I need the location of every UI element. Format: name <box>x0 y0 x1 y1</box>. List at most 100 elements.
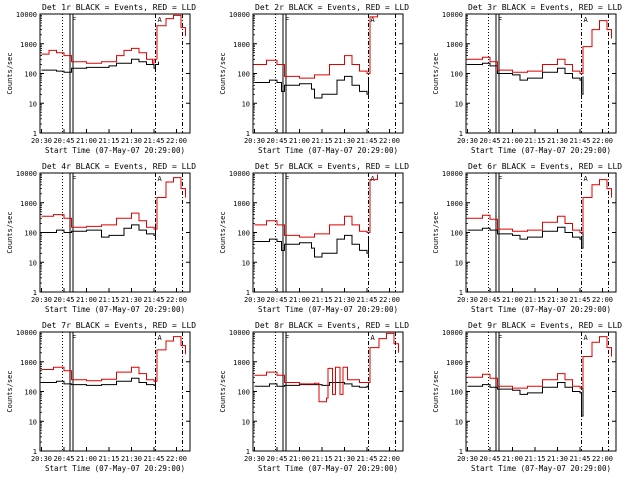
panel-title: Det 2r BLACK = Events, RED = LLD <box>255 3 409 12</box>
x-tick-label: 21:15 <box>311 137 332 145</box>
events-series-line <box>467 62 584 95</box>
x-tick-label: 20:45 <box>53 137 74 145</box>
x-tick-label: 22:00 <box>592 296 613 304</box>
x-tick-label: 20:30 <box>244 137 265 145</box>
y-tick-label: 1000 <box>446 359 463 367</box>
x-tick-label: 20:30 <box>457 137 478 145</box>
plot-frame <box>252 172 404 293</box>
y-tick-label: 100 <box>237 71 250 79</box>
panel-title: Det 7r BLACK = Events, RED = LLD <box>42 321 196 330</box>
events-series-line <box>467 223 584 249</box>
y-tick-label: 10 <box>455 418 463 426</box>
x-tick-label: 21:30 <box>334 296 355 304</box>
x-tick-label: 21:30 <box>334 137 355 145</box>
x-tick-label: 20:30 <box>31 455 52 463</box>
x-tick-label: 21:30 <box>547 296 568 304</box>
events-series-line <box>41 58 159 73</box>
x-tick-label: 21:30 <box>121 455 142 463</box>
x-tick-label: 21:30 <box>121 296 142 304</box>
detector-panel: Det 6r BLACK = Events, RED = LLD 1 10 100 10… <box>432 162 622 314</box>
lld-series-line <box>254 332 399 403</box>
plot-frame <box>39 13 191 134</box>
y-tick-label: 10000 <box>16 329 37 337</box>
x-tick-label: 21:00 <box>76 137 97 145</box>
x-tick-label: 21:00 <box>289 455 310 463</box>
marker-letter-f: F <box>285 334 289 342</box>
y-axis-label: Counts/sec <box>219 52 227 94</box>
x-axis-label: Start Time (07-May-07 20:29:00) <box>471 464 611 473</box>
x-tick-label: 22:00 <box>166 137 187 145</box>
y-tick-label: 1 <box>33 448 37 456</box>
plot-frame <box>252 13 404 134</box>
y-axis-label: Counts/sec <box>432 52 440 94</box>
y-tick-label: 10000 <box>442 329 463 337</box>
y-tick-label: 100 <box>450 389 463 397</box>
x-tick-label: 21:15 <box>311 455 332 463</box>
marker-letter-f: F <box>72 175 76 183</box>
marker-letter-a: A <box>371 16 376 24</box>
y-tick-label: 1000 <box>446 200 463 208</box>
marker-letter-a: A <box>584 16 589 24</box>
x-tick-label: 21:00 <box>289 137 310 145</box>
y-tick-label: 10000 <box>229 11 250 19</box>
x-tick-label: 20:30 <box>244 455 265 463</box>
lld-series-line <box>467 336 612 389</box>
x-tick-label: 21:45 <box>143 455 164 463</box>
panel-title: Det 4r BLACK = Events, RED = LLD <box>42 162 196 171</box>
y-axis-label: Counts/sec <box>6 211 14 253</box>
plot-frame <box>39 331 191 452</box>
lld-series-line <box>41 336 186 382</box>
x-tick-label: 21:30 <box>547 455 568 463</box>
y-tick-label: 1 <box>459 289 463 297</box>
x-tick-label: 21:45 <box>569 455 590 463</box>
panel-title: Det 8r BLACK = Events, RED = LLD <box>255 321 409 330</box>
lld-series-line <box>254 174 378 238</box>
marker-letter-f: F <box>285 175 289 183</box>
y-tick-label: 100 <box>237 230 250 238</box>
x-tick-label: 22:00 <box>379 137 400 145</box>
y-tick-label: 10 <box>455 100 463 108</box>
lld-series-line <box>254 14 378 79</box>
x-tick-label: 20:30 <box>31 296 52 304</box>
marker-letter-f: F <box>72 334 76 342</box>
x-axis-label: Start Time (07-May-07 20:29:00) <box>258 305 398 314</box>
events-series-line <box>467 382 584 417</box>
y-tick-label: 1 <box>246 289 250 297</box>
x-tick-label: 21:45 <box>356 137 377 145</box>
detector-panel: Det 7r BLACK = Events, RED = LLD 1 10 100 10… <box>6 321 196 473</box>
panel-title: Det 9r BLACK = Events, RED = LLD <box>468 321 622 330</box>
events-series-line <box>254 75 369 99</box>
x-axis-label: Start Time (07-May-07 20:29:00) <box>45 146 185 155</box>
y-tick-label: 1000 <box>233 359 250 367</box>
x-tick-label: 21:45 <box>569 137 590 145</box>
marker-letter-f: F <box>285 16 289 24</box>
y-tick-label: 10000 <box>16 11 37 19</box>
plot-frame <box>39 172 191 293</box>
x-axis-label: Start Time (07-May-07 20:29:00) <box>471 305 611 314</box>
marker-letter-f: F <box>72 16 76 24</box>
x-tick-label: 22:00 <box>592 137 613 145</box>
y-tick-label: 10000 <box>229 170 250 178</box>
y-axis-label: Counts/sec <box>6 370 14 412</box>
detector-panel: Det 5r BLACK = Events, RED = LLD 1 10 100 10… <box>219 162 409 314</box>
panel-title: Det 5r BLACK = Events, RED = LLD <box>255 162 409 171</box>
marker-letter-a: A <box>584 175 589 183</box>
marker-letter-a: A <box>158 175 163 183</box>
y-tick-label: 10 <box>242 100 250 108</box>
y-axis-label: Counts/sec <box>432 211 440 253</box>
marker-letter-f: F <box>498 175 502 183</box>
x-tick-label: 20:45 <box>53 296 74 304</box>
y-tick-label: 1 <box>33 289 37 297</box>
y-axis-label: Counts/sec <box>219 370 227 412</box>
x-tick-label: 22:00 <box>379 455 400 463</box>
marker-letter-a: A <box>158 16 163 24</box>
x-axis-label: Start Time (07-May-07 20:29:00) <box>45 464 185 473</box>
x-tick-label: 21:45 <box>356 455 377 463</box>
events-series-line <box>254 234 369 258</box>
plot-frame <box>465 172 617 293</box>
lld-series-line <box>41 177 186 230</box>
x-tick-label: 21:45 <box>143 296 164 304</box>
y-tick-label: 10 <box>242 259 250 267</box>
y-tick-label: 1000 <box>20 200 37 208</box>
